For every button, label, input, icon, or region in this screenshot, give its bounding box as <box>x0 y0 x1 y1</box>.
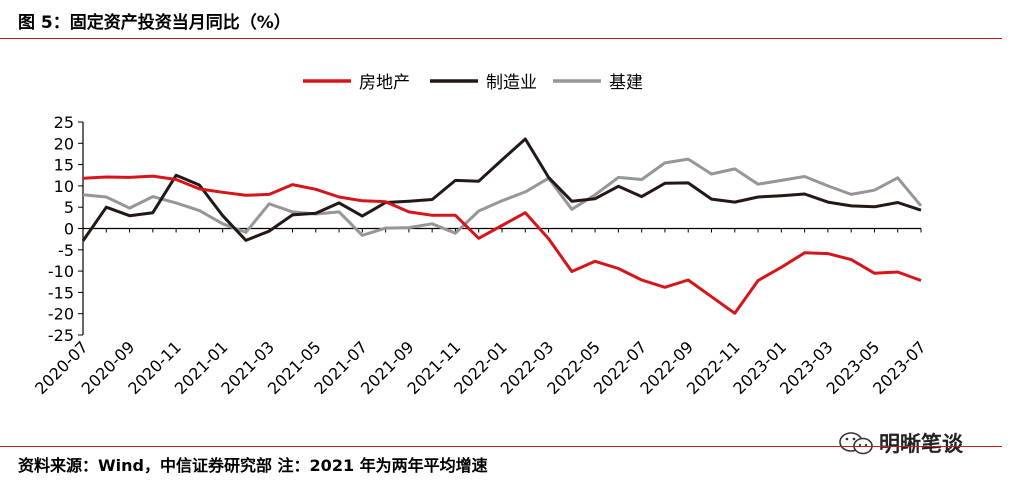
y-tick-label: 25 <box>54 113 74 132</box>
y-tick-label: -20 <box>48 305 74 324</box>
watermark-text: 明晰笔谈 <box>879 432 964 456</box>
y-tick-label: 15 <box>54 156 74 175</box>
legend-label-0: 房地产 <box>359 73 410 93</box>
watermark: 明晰笔谈 <box>835 424 1005 460</box>
series-line-2 <box>82 157 923 237</box>
x-axis: 2020-072020-092020-112021-012021-032021-… <box>31 227 930 398</box>
series-line-1 <box>81 137 922 242</box>
legend-label-1: 制造业 <box>486 73 537 93</box>
legend: 房地产 制造业 基建 <box>303 73 643 93</box>
bottom-rule <box>0 446 1002 447</box>
y-tick-label: -15 <box>48 283 74 302</box>
series-lines <box>81 137 923 315</box>
source-note: 资料来源：Wind，中信证券研究部 注：2021 年为两年平均增速 <box>18 456 488 475</box>
figure-title: 图 5：固定资产投资当月同比（%） <box>18 13 291 33</box>
top-rule <box>0 38 1002 39</box>
y-axis: 25 20 15 10 5 0 -5 -10 -15 -20 -25 <box>48 113 84 345</box>
y-tick-label: -5 <box>58 241 74 260</box>
y-tick-label: 5 <box>64 198 74 217</box>
legend-label-2: 基建 <box>609 73 643 93</box>
y-tick-label: 0 <box>64 220 74 239</box>
y-tick-label: 20 <box>54 134 74 153</box>
wechat-icon: 明晰笔谈 <box>839 432 964 456</box>
series-line-0 <box>82 174 922 315</box>
y-tick-label: 10 <box>54 177 74 196</box>
y-tick-label: -25 <box>48 326 74 345</box>
y-tick-label: -10 <box>48 262 74 281</box>
